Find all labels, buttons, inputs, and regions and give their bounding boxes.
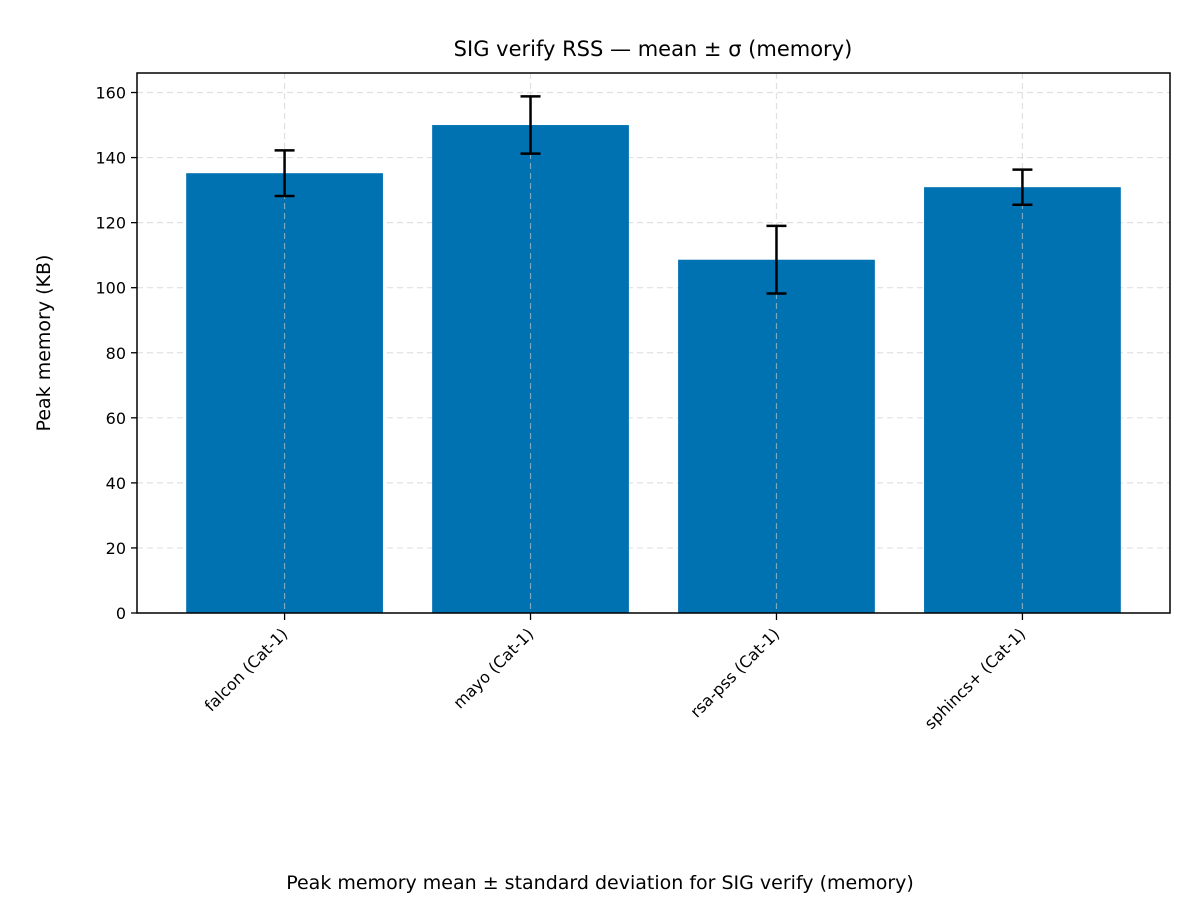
y-axis-ticks: 0 20 40 60 80 100 120 140 160 <box>95 84 137 623</box>
y-tick-label: 60 <box>106 409 126 428</box>
x-tick-label: falcon (Cat-1) <box>201 624 292 715</box>
y-tick-label: 140 <box>95 149 126 168</box>
x-tick-label: rsa-pss (Cat-1) <box>686 624 783 721</box>
y-tick-label: 0 <box>116 604 126 623</box>
chart-caption: Peak memory mean ± standard deviation fo… <box>286 872 914 894</box>
chart-title: SIG verify RSS — mean ± σ (memory) <box>454 37 853 61</box>
y-axis-label: Peak memory (KB) <box>33 255 55 432</box>
plot-frame <box>136 72 1171 614</box>
x-axis-ticks: falcon (Cat-1) mayo (Cat-1) rsa-pss (Cat-1… <box>201 613 1030 733</box>
y-tick-label: 160 <box>95 84 126 103</box>
bars <box>186 73 1121 614</box>
x-tick-label: mayo (Cat-1) <box>449 624 537 712</box>
y-tick-label: 120 <box>95 214 126 233</box>
y-tick-label: 80 <box>106 344 126 363</box>
error-bars <box>274 95 1033 295</box>
bar <box>924 187 1121 613</box>
y-tick-label: 20 <box>106 539 126 558</box>
y-tick-label: 40 <box>106 474 126 493</box>
x-tick-label: sphincs+ (Cat-1) <box>921 624 1030 733</box>
y-tick-label: 100 <box>95 279 126 298</box>
